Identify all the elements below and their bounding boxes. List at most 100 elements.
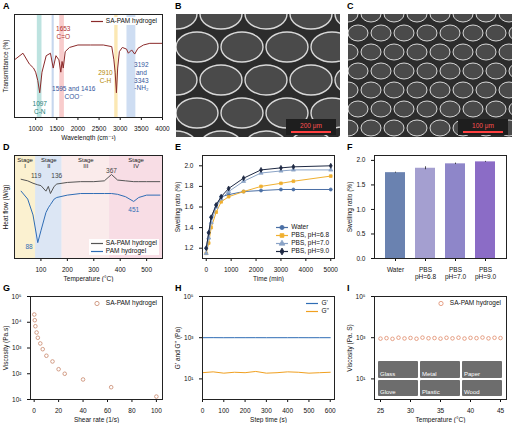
svg-text:4000: 4000 [155, 125, 170, 132]
svg-text:10³: 10³ [356, 334, 366, 341]
svg-text:Viscosity (Pa.s): Viscosity (Pa.s) [2, 326, 10, 371]
html-text:PBS, pH=6.8: PBS, pH=6.8 [291, 231, 329, 238]
svg-text:2.0: 2.0 [184, 162, 193, 169]
svg-text:100: 100 [218, 407, 229, 414]
svg-text:10³: 10³ [12, 344, 22, 351]
svg-text:1.8: 1.8 [184, 182, 193, 189]
svg-text:25: 25 [377, 407, 385, 414]
svg-text:600: 600 [325, 407, 336, 414]
svg-text:Step time (s): Step time (s) [250, 416, 287, 424]
svg-text:1500: 1500 [50, 125, 65, 132]
svg-text:0.0: 0.0 [356, 255, 365, 262]
svg-text:300: 300 [88, 266, 99, 273]
svg-text:1000: 1000 [224, 266, 239, 273]
svg-text:400: 400 [282, 407, 293, 414]
svg-text:10⁵: 10⁵ [356, 293, 366, 300]
svg-text:2.0: 2.0 [356, 156, 365, 163]
svg-text:1653C=O: 1653C=O [56, 25, 71, 40]
svg-text:88: 88 [25, 243, 33, 250]
svg-text:1.2: 1.2 [184, 244, 193, 251]
svg-text:35: 35 [437, 407, 445, 414]
svg-text:10²: 10² [12, 370, 22, 377]
svg-text:1595 and 1416COO⁻: 1595 and 1416COO⁻ [52, 85, 96, 100]
svg-text:10⁴: 10⁴ [11, 318, 21, 325]
svg-text:1.0: 1.0 [356, 206, 365, 213]
svg-text:451: 451 [128, 206, 139, 213]
svg-text:3192and3343-NH₂: 3192and3343-NH₂ [134, 61, 149, 91]
svg-text:1097C-N: 1097C-N [33, 100, 48, 115]
html-text:A: A [3, 1, 10, 11]
html-text:SA-PAM hydrogel: SA-PAM hydrogel [105, 239, 157, 246]
svg-text:1000: 1000 [28, 125, 43, 132]
svg-text:2910C-H: 2910C-H [98, 69, 113, 84]
svg-text:119: 119 [31, 172, 42, 179]
svg-text:PBSpH=7.0: PBSpH=7.0 [445, 266, 467, 281]
svg-text:0: 0 [201, 407, 205, 414]
html-text:PBS, pH=7.0: PBS, pH=7.0 [291, 239, 329, 246]
svg-text:2500: 2500 [92, 125, 107, 132]
svg-text:2000: 2000 [249, 266, 264, 273]
svg-text:100: 100 [35, 266, 46, 273]
html-text:C: C [347, 1, 354, 11]
svg-text:G' and G'' (Pa): G' and G'' (Pa) [174, 327, 182, 369]
svg-text:StageIV: StageIV [128, 157, 144, 169]
svg-text:400: 400 [115, 266, 126, 273]
svg-text:200 μm: 200 μm [300, 122, 322, 130]
svg-text:367: 367 [106, 167, 117, 174]
svg-text:200: 200 [62, 266, 73, 273]
svg-text:Viscosity (Pa. S): Viscosity (Pa. S) [346, 324, 354, 372]
html-text:PAM hydrogel: PAM hydrogel [105, 247, 147, 254]
svg-text:100: 100 [151, 407, 162, 414]
svg-text:2000: 2000 [71, 125, 86, 132]
svg-text:10⁵: 10⁵ [184, 293, 194, 300]
svg-text:300: 300 [261, 407, 272, 414]
svg-text:10⁵: 10⁵ [12, 293, 22, 300]
svg-text:10¹: 10¹ [184, 375, 194, 382]
svg-text:20: 20 [55, 407, 63, 414]
svg-text:10³: 10³ [184, 334, 194, 341]
svg-text:500: 500 [141, 266, 152, 273]
svg-text:500: 500 [304, 407, 315, 414]
svg-text:3500: 3500 [134, 125, 149, 132]
svg-text:5000: 5000 [324, 266, 339, 273]
svg-text:Swelling ratio (%): Swelling ratio (%) [174, 182, 182, 233]
svg-text:0: 0 [204, 266, 208, 273]
svg-text:10¹: 10¹ [356, 375, 366, 382]
svg-text:40: 40 [79, 407, 87, 414]
svg-text:200: 200 [240, 407, 251, 414]
svg-text:4000: 4000 [299, 266, 314, 273]
svg-text:Swelling ratio (%): Swelling ratio (%) [346, 182, 354, 233]
svg-text:80: 80 [128, 407, 136, 414]
svg-text:40: 40 [467, 407, 475, 414]
svg-text:10¹: 10¹ [12, 396, 22, 403]
svg-text:Wavelength (cm⁻¹): Wavelength (cm⁻¹) [61, 134, 115, 142]
svg-text:Temperature (°C): Temperature (°C) [64, 275, 114, 283]
svg-text:StageII: StageII [41, 157, 57, 169]
svg-text:1.4: 1.4 [184, 224, 193, 231]
svg-text:Shear rate (1/s): Shear rate (1/s) [74, 416, 119, 424]
html-text:D: D [3, 142, 10, 152]
svg-text:Heat flow (W/g): Heat flow (W/g) [2, 185, 10, 230]
html-text:SA-PAM hydrogel: SA-PAM hydrogel [105, 17, 157, 24]
svg-text:PBSpH=6.8: PBSpH=6.8 [415, 266, 437, 281]
svg-text:Temperature (°C): Temperature (°C) [416, 416, 466, 424]
html-text:B: B [175, 1, 182, 11]
svg-text:100 μm: 100 μm [472, 122, 494, 130]
svg-text:StageIII: StageIII [78, 157, 94, 169]
svg-text:0.5: 0.5 [356, 230, 365, 237]
svg-text:3000: 3000 [113, 125, 128, 132]
svg-text:1.6: 1.6 [184, 203, 193, 210]
svg-text:Transmittance (%): Transmittance (%) [2, 40, 10, 93]
svg-text:30: 30 [407, 407, 415, 414]
svg-text:3000: 3000 [274, 266, 289, 273]
svg-text:Time (min): Time (min) [253, 275, 284, 283]
svg-text:PBSpH=9.0: PBSpH=9.0 [475, 266, 497, 281]
html-text:Water: Water [291, 223, 309, 230]
svg-text:0: 0 [32, 407, 36, 414]
svg-text:1.5: 1.5 [356, 181, 365, 188]
svg-text:45: 45 [497, 407, 505, 414]
svg-text:Water: Water [387, 266, 405, 273]
svg-text:136: 136 [51, 172, 62, 179]
svg-text:StageI: StageI [17, 157, 33, 169]
svg-text:60: 60 [104, 407, 112, 414]
